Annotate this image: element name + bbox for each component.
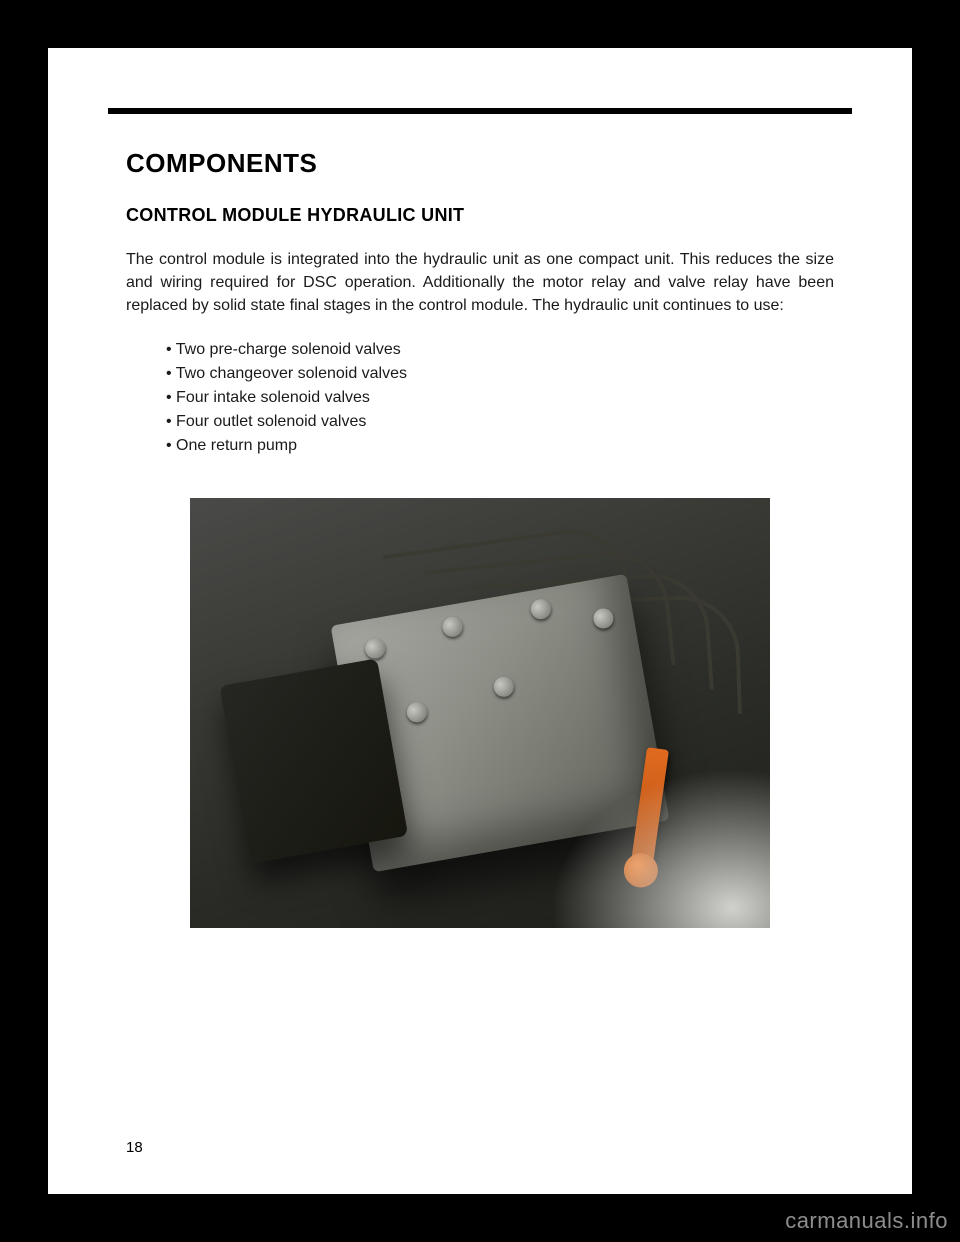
watermark-text: carmanuals.info xyxy=(785,1208,948,1234)
page-number: 18 xyxy=(126,1139,143,1156)
bolt-icon xyxy=(441,615,464,638)
subsection-heading: CONTROL MODULE HYDRAULIC UNIT xyxy=(126,205,834,226)
section-heading: COMPONENTS xyxy=(126,148,834,179)
list-item: • Two pre-charge solenoid valves xyxy=(166,338,834,362)
highlight-glare xyxy=(550,768,770,928)
bolt-icon xyxy=(364,637,387,660)
list-item: • One return pump xyxy=(166,434,834,458)
list-item: • Two changeover solenoid valves xyxy=(166,362,834,386)
bolt-icon xyxy=(492,675,515,698)
list-item: • Four outlet solenoid valves xyxy=(166,410,834,434)
photo-container xyxy=(126,498,834,928)
bolt-icon xyxy=(405,700,428,723)
bolt-icon xyxy=(592,606,615,629)
page-content: COMPONENTS CONTROL MODULE HYDRAULIC UNIT… xyxy=(126,148,834,928)
top-horizontal-rule xyxy=(108,108,852,114)
list-item: • Four intake solenoid valves xyxy=(166,386,834,410)
body-paragraph: The control module is integrated into th… xyxy=(126,248,834,318)
document-page: COMPONENTS CONTROL MODULE HYDRAULIC UNIT… xyxy=(48,48,912,1194)
hydraulic-unit-photo xyxy=(190,498,770,928)
bolt-icon xyxy=(529,597,552,620)
bullet-list: • Two pre-charge solenoid valves • Two c… xyxy=(166,338,834,458)
